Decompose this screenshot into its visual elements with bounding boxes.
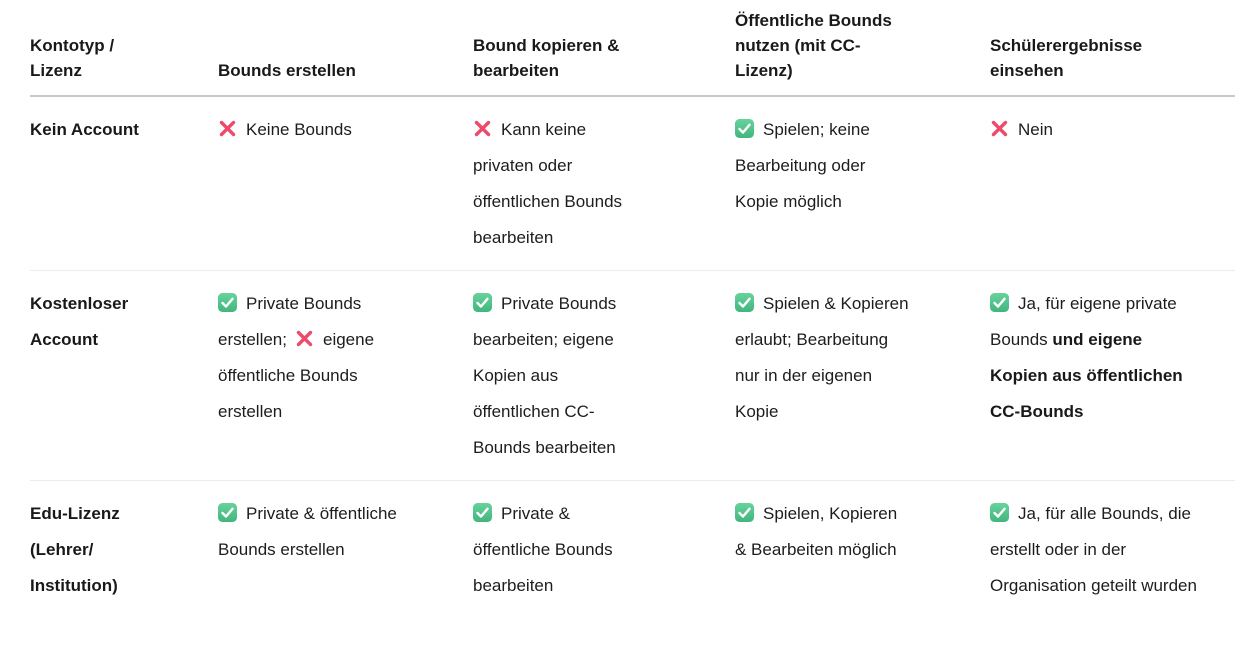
cell-text: Spielen & Kopieren erlaubt; Bearbeitung …: [735, 294, 909, 421]
column-header-schuelerergebnisse-einsehen: Schülerergebnisse einsehen: [990, 0, 1235, 97]
table-row-kein-account: Kein Account Keine Bounds Kann keine pri…: [30, 96, 1235, 271]
cell-erstellen: Keine Bounds: [218, 96, 473, 271]
check-icon: [735, 503, 754, 522]
check-icon: [473, 503, 492, 522]
check-icon: [218, 503, 237, 522]
table-row-edu-lizenz: Edu-Lizenz (Lehrer/ Institution) Private…: [30, 481, 1235, 619]
cell-kopieren: Kann keine privaten oder öffentlichen Bo…: [473, 96, 735, 271]
check-icon: [473, 293, 492, 312]
cell-text: Spielen, Kopieren & Bearbeiten möglich: [735, 504, 898, 559]
cell-text: Kann keine privaten oder öffentlichen Bo…: [473, 120, 623, 247]
cross-icon: [218, 119, 237, 138]
cell-text: Nein: [1018, 120, 1053, 139]
cell-erstellen: Private & öffentliche Bounds erstellen: [218, 481, 473, 619]
cell-text-bold: und eigene Kopien aus öffentlichen CC-Bo…: [990, 330, 1183, 421]
cross-icon: [990, 119, 1009, 138]
cell-text: eigene öffentliche Bounds erstellen: [218, 330, 375, 421]
cell-erstellen: Private Bounds erstellen; eigene öffentli…: [218, 270, 473, 481]
check-icon: [735, 293, 754, 312]
column-header-oeffentliche-bounds-nutzen: Öffentliche Bounds nutzen (mit CC-Lizenz…: [735, 0, 990, 97]
cell-text: Private & öffentliche Bounds bearbeiten: [473, 504, 613, 595]
cell-text: Ja, für eigene private Bounds: [990, 294, 1177, 349]
cell-ergebnisse: Ja, für eigene private Bounds und eigene…: [990, 270, 1235, 481]
cell-text: Private & öffentliche Bounds erstellen: [218, 504, 397, 559]
permissions-table: Kontotyp / Lizenz Bounds erstellen Bound…: [30, 0, 1235, 618]
cell-nutzen: Spielen, Kopieren & Bearbeiten möglich: [735, 481, 990, 619]
table-row-kostenloser-account: Kostenloser Account Private Bounds erste…: [30, 270, 1235, 481]
column-header-bounds-erstellen: Bounds erstellen: [218, 0, 473, 97]
cell-text: Private Bounds erstellen;: [218, 294, 362, 349]
cell-nutzen: Spielen & Kopieren erlaubt; Bearbeitung …: [735, 270, 990, 481]
cell-text: Keine Bounds: [246, 120, 352, 139]
header-row: Kontotyp / Lizenz Bounds erstellen Bound…: [30, 0, 1235, 97]
cell-ergebnisse: Ja, für alle Bounds, die erstellt oder i…: [990, 481, 1235, 619]
cell-nutzen: Spielen; keine Bearbeitung oder Kopie mö…: [735, 96, 990, 271]
account-type-label: Kostenloser Account: [30, 270, 218, 481]
check-icon: [990, 503, 1009, 522]
column-header-bound-kopieren-bearbeiten: Bound kopieren & bearbeiten: [473, 0, 735, 97]
account-type-label: Kein Account: [30, 96, 218, 271]
cell-text: Spielen; keine Bearbeitung oder Kopie mö…: [735, 120, 870, 211]
cell-ergebnisse: Nein: [990, 96, 1235, 271]
cell-text: Ja, für alle Bounds, die erstellt oder i…: [990, 504, 1197, 595]
account-type-label: Edu-Lizenz (Lehrer/ Institution): [30, 504, 120, 595]
cross-icon: [295, 329, 314, 348]
cross-icon: [473, 119, 492, 138]
cell-text: Private Bounds bearbeiten; eigene Kopien…: [473, 294, 617, 457]
column-header-kontotyp-lizenz: Kontotyp / Lizenz: [30, 0, 218, 97]
cell-kopieren: Private Bounds bearbeiten; eigene Kopien…: [473, 270, 735, 481]
check-icon: [990, 293, 1009, 312]
check-icon: [735, 119, 754, 138]
check-icon: [218, 293, 237, 312]
cell-kopieren: Private & öffentliche Bounds bearbeiten: [473, 481, 735, 619]
